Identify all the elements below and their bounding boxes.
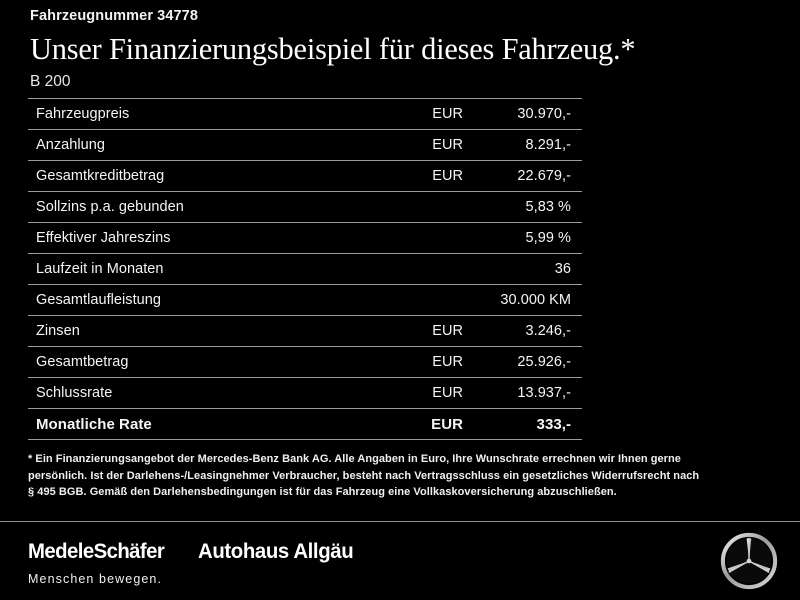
footnote-line: persönlich. Ist der Darlehens-/Leasingne… [28, 469, 700, 482]
dealer-branding: MedeleSchäfer Autohaus Allgäu Menschen b… [28, 540, 359, 586]
footnote-line: * Ein Finanzierungsangebot der Mercedes-… [28, 453, 681, 465]
row-label: Schlussrate [36, 385, 113, 401]
vehicle-model: B 200 [30, 73, 71, 90]
table-row: Laufzeit in Monaten 36 [28, 253, 582, 284]
table-row: Monatliche Rate EUR 333,- [28, 408, 582, 440]
page-header: Fahrzeugnummer 34778 Unser Finanzierungs… [0, 0, 800, 92]
table-row: Sollzins p.a. gebunden 5,83 % [28, 191, 582, 222]
footnote-line: § 495 BGB. Gemäß den Darlehensbedingunge… [28, 486, 617, 498]
table-row: Schlussrate EUR 13.937,- [28, 377, 582, 408]
table-row: Zinsen EUR 3.246,- [28, 315, 582, 346]
row-currency: EUR [432, 323, 463, 339]
row-label: Zinsen [36, 323, 80, 339]
row-label: Effektiver Jahreszins [36, 230, 171, 246]
table-row: Effektiver Jahreszins 5,99 % [28, 222, 582, 253]
table-row: Gesamtbetrag EUR 25.926,- [28, 346, 582, 377]
row-value: 5,83 % [525, 199, 571, 215]
row-currency: EUR [432, 168, 463, 184]
dealer-name-secondary: Autohaus Allgäu [198, 540, 354, 563]
row-value: 30.970,- [517, 106, 571, 122]
row-currency: EUR [432, 385, 463, 401]
row-currency: EUR [432, 137, 463, 153]
table-row: Gesamtlaufleistung 30.000 KM [28, 284, 582, 315]
row-label: Gesamtkreditbetrag [36, 168, 165, 184]
row-label: Gesamtlaufleistung [36, 292, 162, 308]
row-label: Sollzins p.a. gebunden [36, 199, 184, 215]
dealer-names: MedeleSchäfer Autohaus Allgäu [28, 540, 359, 564]
dealer-name-primary: MedeleSchäfer [28, 540, 165, 563]
row-label: Anzahlung [36, 137, 105, 153]
row-value: 8.291,- [525, 137, 571, 153]
row-value: 25.926,- [517, 354, 571, 370]
row-value: 5,99 % [525, 230, 571, 246]
dealer-tagline: Menschen bewegen. [28, 572, 163, 586]
page-footer: MedeleSchäfer Autohaus Allgäu Menschen b… [0, 522, 800, 600]
row-label: Monatliche Rate [36, 415, 152, 433]
row-currency: EUR [431, 415, 463, 433]
footer-divider [0, 521, 800, 522]
table-row: Fahrzeugpreis EUR 30.970,- [28, 98, 582, 129]
table-row: Gesamtkreditbetrag EUR 22.679,- [28, 160, 582, 191]
legal-footnote: * Ein Finanzierungsangebot der Mercedes-… [28, 451, 700, 501]
row-value: 333,- [536, 415, 571, 433]
row-value: 13.937,- [517, 385, 571, 401]
table-row: Anzahlung EUR 8.291,- [28, 129, 582, 160]
row-value: 30.000 KM [500, 292, 571, 308]
page-title: Unser Finanzierungsbeispiel für dieses F… [30, 31, 636, 66]
vehicle-number: Fahrzeugnummer 34778 [30, 8, 199, 24]
row-label: Fahrzeugpreis [36, 106, 130, 122]
row-currency: EUR [432, 106, 463, 122]
row-value: 3.246,- [525, 323, 571, 339]
row-value: 36 [554, 261, 571, 277]
mercedes-benz-star-logo [720, 532, 778, 590]
finance-table: Fahrzeugpreis EUR 30.970,- Anzahlung EUR 8.29… [28, 98, 582, 440]
row-value: 22.679,- [517, 168, 571, 184]
row-label: Gesamtbetrag [36, 354, 129, 370]
row-currency: EUR [432, 354, 463, 370]
row-label: Laufzeit in Monaten [36, 261, 164, 277]
